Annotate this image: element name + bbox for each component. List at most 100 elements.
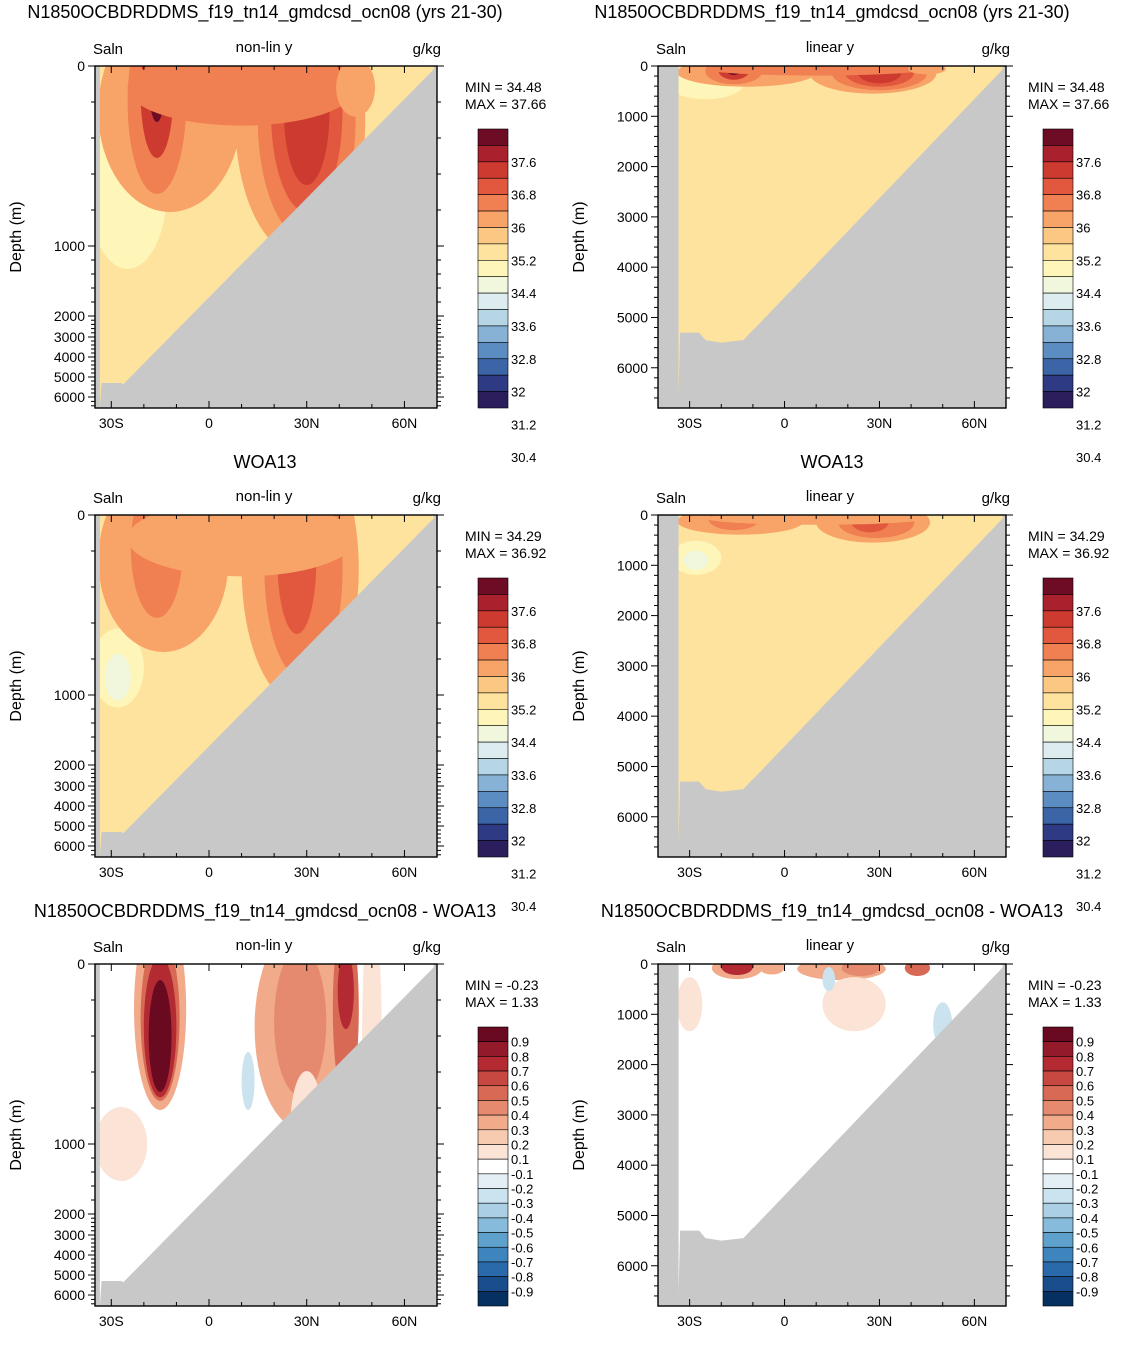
contour-region (705, 66, 927, 76)
variable-label: Saln (656, 939, 686, 956)
colorbar-swatch (1042, 626, 1074, 644)
variable-label: Saln (93, 490, 123, 507)
colorbar-label: 0.3 (511, 1123, 529, 1138)
colorbar-label: 37.6 (1076, 155, 1101, 170)
colorbar-swatch (477, 194, 509, 212)
colorbar-label: 0.4 (511, 1108, 529, 1123)
colorbar-swatch (477, 741, 509, 759)
y-tick-label: 1000 (617, 108, 648, 124)
y-tick-label: 1000 (617, 1006, 648, 1022)
colorbar-swatch (477, 259, 509, 278)
y-tick-label: 1000 (54, 687, 85, 703)
units-label: g/kg (413, 939, 441, 956)
x-tick-label: 30S (677, 864, 702, 880)
panel-obs-nonlin: 30S 0 30N 60N 0 1000 2000 3000 4000 5000 6000 Depth… (8, 488, 547, 914)
colorbar-swatch (477, 1261, 509, 1277)
colorbar-swatch (1042, 276, 1074, 294)
colorbar-swatch (1042, 659, 1074, 677)
colorbar-swatch (1042, 309, 1074, 327)
panel-model-lin: 30S 0 30N 60N 0 1000 2000 3000 4000 5000 6000 Depth… (571, 39, 1110, 465)
variable-label: Saln (93, 41, 123, 58)
colorbar-swatch (1042, 1158, 1074, 1175)
colorbar-label: 34.4 (511, 735, 536, 750)
contour-region (104, 653, 131, 701)
colorbar-swatch (477, 342, 509, 360)
contour-fill (676, 964, 953, 1047)
y-tick-label: 3000 (617, 658, 648, 674)
colorbar-swatch (1042, 1261, 1074, 1277)
colorbar-swatch (1042, 1041, 1074, 1057)
panel-title: N1850OCBDRDDMS_f19_tn14_gmdcsd_ocn08 - W… (34, 901, 496, 922)
x-tick-label: 30S (99, 1313, 124, 1329)
y-scale-label: linear y (806, 488, 855, 505)
y-tick-label: 5000 (54, 1267, 85, 1283)
colorbar-label: -0.9 (511, 1284, 533, 1299)
colorbar-label: -0.2 (511, 1182, 533, 1197)
contour-region (822, 977, 886, 1032)
colorbar-label: 31.2 (511, 866, 536, 881)
panel-title: N1850OCBDRDDMS_f19_tn14_gmdcsd_ocn08 (yr… (27, 2, 502, 23)
variable-label: Saln (93, 939, 123, 956)
units-label: g/kg (982, 939, 1010, 956)
colorbar-swatch (477, 1158, 509, 1175)
colorbar-swatch (477, 1056, 509, 1072)
colorbar-label: 36.8 (511, 188, 536, 203)
colorbar-swatch (1042, 577, 1074, 595)
y-tick-label: 3000 (617, 209, 648, 225)
y-tick-label: 2000 (617, 1057, 648, 1073)
colorbar-label: 37.6 (1076, 604, 1101, 619)
colorbar-label: 30.4 (511, 450, 536, 465)
y-tick-label: 2000 (54, 308, 85, 324)
colorbar-label: -0.5 (1076, 1226, 1098, 1241)
colorbar-label: 36 (1076, 669, 1090, 684)
colorbar-swatch (477, 725, 509, 743)
y-axis-label: Depth (m) (571, 650, 588, 721)
colorbar-swatch (1042, 791, 1074, 809)
variable-label: Saln (656, 490, 686, 507)
max-label: MAX = 37.66 (465, 96, 547, 112)
colorbar-label: 32.8 (1076, 801, 1101, 816)
colorbar-swatch (477, 807, 509, 825)
colorbar-swatch (1042, 1100, 1074, 1116)
y-tick-label: 0 (640, 956, 648, 972)
colorbar-swatch (477, 840, 509, 858)
colorbar-swatch (1042, 1026, 1074, 1042)
colorbar-label: -0.3 (511, 1196, 533, 1211)
colorbar-swatch (1042, 1070, 1074, 1087)
colorbar-label: -0.2 (1076, 1182, 1098, 1197)
colorbar-swatch (477, 177, 509, 195)
colorbar: 37.6 36.8 36 35.2 34.4 33.6 32.8 32 31.2 30.4 (477, 128, 536, 465)
panel-diff-nonlin: 30S 0 30N 60N 0 1000 2000 3000 4000 5000 6000 Depth… (8, 937, 539, 1329)
x-tick-label: 30S (677, 415, 702, 431)
colorbar-label: -0.6 (1076, 1240, 1098, 1255)
y-tick-label: 0 (640, 507, 648, 523)
colorbar-swatch (1042, 358, 1074, 376)
colorbar-swatch (477, 791, 509, 809)
x-tick-label: 30S (99, 415, 124, 431)
y-tick-label: 6000 (617, 360, 648, 376)
plot-frame (94, 65, 438, 409)
y-axis-label: Depth (m) (8, 1099, 25, 1170)
y-tick-label: 0 (77, 58, 85, 74)
min-label: MIN = 34.48 (1028, 79, 1105, 95)
x-tick-label: 0 (205, 1313, 213, 1329)
min-label: MIN = -0.23 (1028, 977, 1102, 993)
max-label: MAX = 36.92 (1028, 545, 1110, 561)
panel-model-nonlin: 30S 0 30N 60N 0 1000 2000 3000 4000 5000 6000 Depth… (8, 39, 547, 465)
x-tick-label: 60N (392, 415, 418, 431)
colorbar-label: 32.8 (511, 352, 536, 367)
min-label: MIN = 34.29 (1028, 528, 1105, 544)
colorbar-swatch (1042, 342, 1074, 360)
min-label: MIN = 34.29 (465, 528, 542, 544)
units-label: g/kg (982, 41, 1010, 58)
colorbar-label: 31.2 (1076, 866, 1101, 881)
colorbar-swatch (477, 374, 509, 392)
y-tick-label: 0 (640, 58, 648, 74)
colorbar-label: 35.2 (511, 253, 536, 268)
y-tick-label: 0 (77, 507, 85, 523)
x-tick-label: 30N (294, 415, 320, 431)
colorbar-label: 32.8 (511, 801, 536, 816)
plot-frame (94, 514, 438, 858)
colorbar: 37.6 36.8 36 35.2 34.4 33.6 32.8 32 31.2 30.4 (1042, 128, 1101, 465)
contour-region (95, 1107, 148, 1181)
